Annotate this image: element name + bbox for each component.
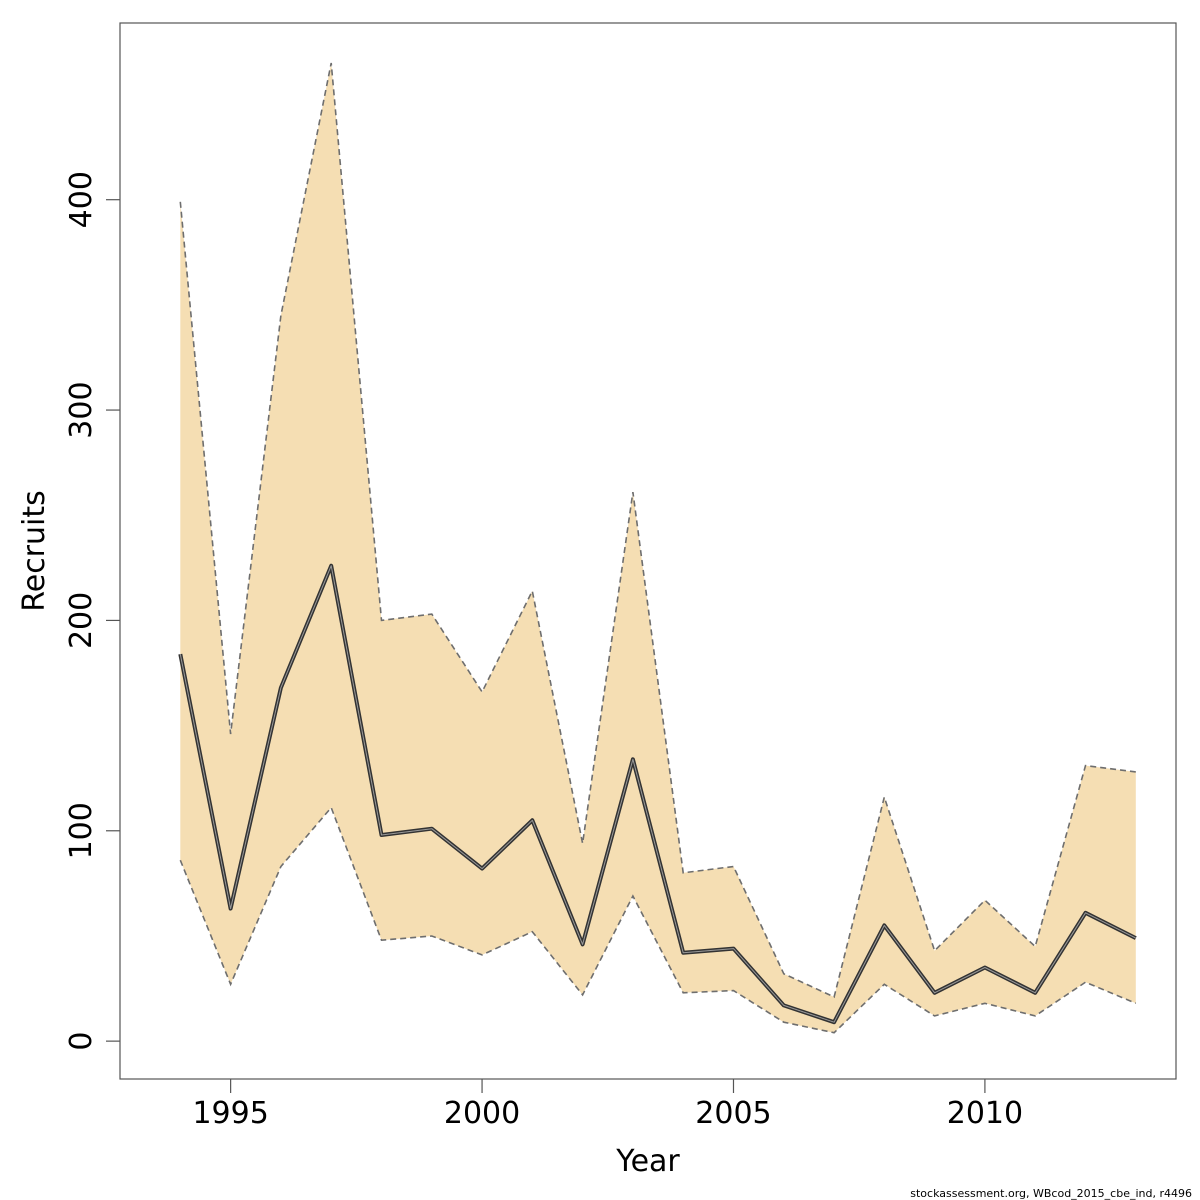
- x-axis-title: Year: [615, 1144, 680, 1179]
- estimate-line-layer: [178, 563, 1137, 1025]
- y-tick-label-0: 0: [64, 1032, 99, 1051]
- source-footnote: stockassessment.org, WBcod_2015_cbe_ind,…: [910, 1187, 1192, 1200]
- x-tick-label-2000: 2000: [444, 1096, 520, 1131]
- confidence-band-layer: [179, 62, 1137, 1034]
- confidence-band: [180, 63, 1136, 1033]
- axes-layer: 1995 2000 2005 2010 0 100 200 300 400: [64, 22, 1177, 1131]
- y-tick-label-200: 200: [64, 592, 99, 649]
- y-axis-title: Recruits: [17, 490, 52, 612]
- y-tick-label-100: 100: [64, 802, 99, 859]
- x-tick-label-2005: 2005: [695, 1096, 771, 1131]
- upper-bound-line: [179, 62, 1136, 999]
- lower-bound-line: [179, 806, 1137, 1034]
- estimate-line-inner: [179, 565, 1137, 1023]
- x-tick-label-1995: 1995: [192, 1096, 268, 1131]
- y-tick-label-300: 300: [64, 381, 99, 438]
- x-tick-label-2010: 2010: [947, 1096, 1023, 1131]
- plot-frame: [119, 22, 1177, 1080]
- y-tick-label-400: 400: [64, 171, 99, 228]
